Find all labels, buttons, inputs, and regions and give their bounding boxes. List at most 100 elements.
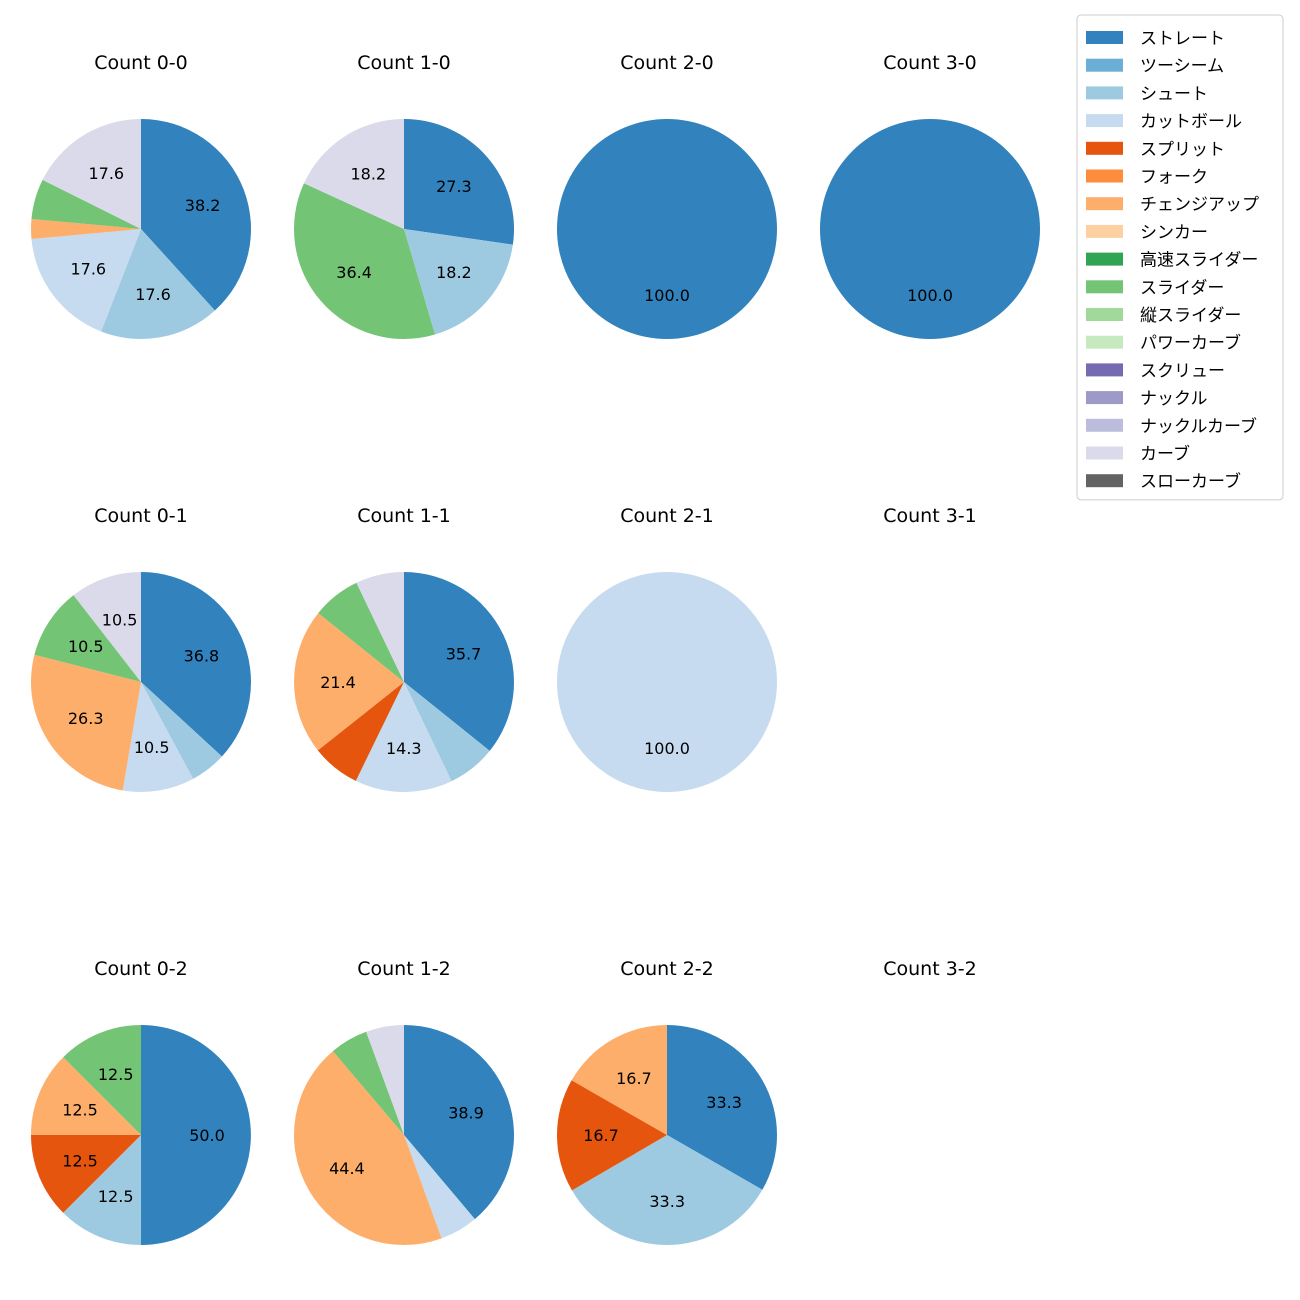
pie-slice-label: 12.5 bbox=[98, 1065, 134, 1084]
pie-slice bbox=[557, 572, 777, 792]
pie-slice-label: 44.4 bbox=[329, 1159, 365, 1178]
pie-title: Count 0-1 bbox=[94, 505, 188, 527]
pie-slice bbox=[404, 682, 490, 782]
pie-slice bbox=[73, 572, 141, 682]
legend-label: ナックルカーブ bbox=[1140, 416, 1257, 437]
pie-slice-label: 10.5 bbox=[134, 738, 170, 757]
legend-swatch bbox=[1086, 31, 1123, 44]
legend-swatch bbox=[1086, 308, 1123, 321]
pie-count-2-2: Count 2-2 33.3 33.3 16.7 16.7 bbox=[556, 958, 778, 1246]
legend-swatch bbox=[1086, 280, 1123, 294]
legend-swatch bbox=[1086, 114, 1123, 128]
legend-label: スプリット bbox=[1140, 140, 1225, 160]
pie-title: Count 2-1 bbox=[620, 505, 714, 527]
pie-slice-label: 35.7 bbox=[446, 645, 482, 664]
pie-slice bbox=[318, 582, 404, 682]
pie-slice bbox=[31, 218, 141, 240]
pie-slice bbox=[63, 1025, 141, 1135]
legend-label: パワーカーブ bbox=[1140, 333, 1241, 354]
legend-label: チェンジアップ bbox=[1140, 195, 1259, 215]
pie-title: Count 1-0 bbox=[357, 52, 451, 74]
legend-swatch bbox=[1086, 58, 1123, 72]
pie-title: Count 2-2 bbox=[620, 958, 714, 980]
pie-slice bbox=[366, 1025, 404, 1135]
pie-slice bbox=[294, 613, 404, 751]
pie-count-0-2: Count 0-250.012.512.512.512.5 bbox=[31, 958, 251, 1245]
pie-slice bbox=[63, 1135, 141, 1245]
pie-title: Count 2-0 bbox=[620, 52, 714, 74]
pie-slice bbox=[303, 119, 404, 229]
pie-slice bbox=[42, 119, 141, 229]
pie-slice bbox=[293, 183, 435, 339]
pie-slice-label: 100.0 bbox=[644, 739, 690, 758]
pie-count-0-0: Count 0-0 38.2 17.6 17.6 17.6 bbox=[31, 52, 252, 340]
pie-slice-label: 16.7 bbox=[616, 1069, 652, 1088]
pie-slice bbox=[31, 1135, 141, 1213]
legend-label: スローカーブ bbox=[1140, 471, 1241, 492]
legend-swatch bbox=[1086, 391, 1123, 405]
pie-slice bbox=[404, 572, 514, 751]
pie-slice bbox=[355, 682, 452, 792]
pie-slice bbox=[141, 572, 251, 757]
pie-slice-label: 100.0 bbox=[644, 286, 690, 305]
pie-count-1-1: Count 1-1 35.7 14.3 21.4 bbox=[294, 505, 514, 792]
legend-label: シュート bbox=[1140, 84, 1208, 104]
legend-swatch bbox=[1086, 446, 1123, 460]
pie-title: Count 0-2 bbox=[94, 958, 188, 980]
pie-title: Count 3-0 bbox=[883, 52, 977, 74]
pie-slice-label: 17.6 bbox=[70, 260, 106, 279]
pie-slice-label: 12.5 bbox=[62, 1101, 98, 1120]
pie-slice bbox=[556, 1080, 667, 1191]
pie-slice bbox=[31, 1057, 141, 1135]
pie-slice bbox=[34, 595, 141, 682]
pie-slice-label: 26.3 bbox=[68, 709, 104, 728]
pie-count-3-2: Count 3-2 bbox=[883, 958, 977, 980]
pie-title: Count 0-0 bbox=[94, 52, 188, 74]
pie-count-3-1: Count 3-1 bbox=[883, 505, 977, 527]
pie-title: Count 3-1 bbox=[883, 505, 977, 527]
pie-slice bbox=[571, 1135, 763, 1246]
pie-title: Count 3-2 bbox=[883, 958, 977, 980]
pie-slice-label: 10.5 bbox=[102, 611, 138, 630]
pie-slice bbox=[571, 1025, 667, 1135]
pie-slice-label: 10.5 bbox=[68, 637, 104, 656]
pie-count-2-1: Count 2-1 100.0 bbox=[557, 505, 777, 792]
legend-swatch bbox=[1086, 224, 1123, 238]
pie-slice bbox=[141, 1025, 251, 1245]
legend-label: スライダー bbox=[1140, 278, 1224, 298]
pie-count-3-0: Count 3-0 100.0 bbox=[820, 52, 1040, 339]
pie-slice bbox=[122, 682, 194, 793]
pie-slice bbox=[141, 682, 222, 779]
pie-slice-label: 100.0 bbox=[907, 286, 953, 305]
legend-label: カットボール bbox=[1140, 112, 1242, 132]
pie-slice-label: 17.6 bbox=[88, 164, 124, 183]
pie-count-1-2: Count 1-2 38.9 44.4 bbox=[293, 958, 514, 1245]
pie-slice bbox=[557, 119, 777, 339]
legend-swatch bbox=[1086, 474, 1123, 488]
pie-slice-label: 12.5 bbox=[98, 1187, 134, 1206]
pie-slice-label: 21.4 bbox=[320, 673, 356, 692]
pie-slice bbox=[404, 229, 513, 335]
pie-grid: Count 0-0 38.2 17.6 17.6 17.6 Count 1-0 27.3 18… bbox=[30, 52, 1040, 1246]
legend-label: ツーシーム bbox=[1140, 57, 1224, 77]
pie-slice-label: 18.2 bbox=[350, 165, 386, 184]
legend-frame bbox=[1076, 14, 1284, 501]
legend-swatch bbox=[1086, 169, 1123, 183]
pie-slice bbox=[31, 229, 141, 332]
legend-label: カーブ bbox=[1140, 444, 1190, 465]
pie-count-0-1: Count 0-1 36.8 10.5 26.3 10.5 10.5 bbox=[30, 505, 251, 793]
legend: ストレートツーシームシュートカットボールスプリットフォークチェンジアップシンカー… bbox=[1076, 14, 1284, 501]
pie-slice bbox=[404, 1025, 514, 1220]
legend-swatch bbox=[1086, 86, 1123, 100]
pie-slice-label: 50.0 bbox=[189, 1126, 225, 1145]
pie-slice bbox=[317, 682, 404, 781]
pie-slice bbox=[141, 119, 252, 311]
legend-label: フォーク bbox=[1140, 168, 1208, 188]
pie-slice bbox=[820, 119, 1040, 339]
legend-label: 高速スライダー bbox=[1140, 251, 1258, 271]
legend-swatch bbox=[1086, 418, 1123, 432]
legend-swatch bbox=[1086, 197, 1123, 211]
pie-slice-label: 17.6 bbox=[135, 285, 171, 304]
pie-slice bbox=[31, 179, 141, 229]
